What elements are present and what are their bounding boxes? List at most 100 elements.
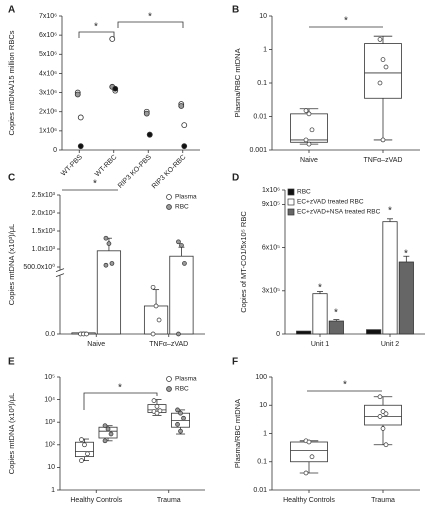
bar [169,255,194,335]
data-point [380,137,386,143]
legend-marker [166,194,172,200]
data-point [175,407,180,413]
data-point [178,428,183,434]
data-point [178,410,183,416]
y-tick-label: 5x10⁶ [39,51,57,58]
data-point [309,127,315,133]
x-tick-label: Healthy Controls [70,497,122,504]
data-point [380,409,386,414]
data-point [309,454,315,460]
x-tick-label: Naive [300,157,318,164]
data-point [103,235,109,241]
x-tick-label: Naive [87,341,105,348]
data-point [377,80,383,86]
legend-label: Plasma [175,194,197,201]
y-tick-label: 0.001 [249,147,267,154]
panel-label: E [8,357,15,368]
data-point [380,426,386,431]
data-point [84,331,89,337]
y-axis-label: Plasma/RBC mtDNA [233,48,242,117]
bar [398,261,414,335]
x-tick-label: WT-RBC [94,154,118,178]
panel-label: C [8,173,15,184]
y-axis-label: Copies mtDNA (x10³)/μL [7,393,16,474]
data-point [181,415,186,421]
data-point [109,261,115,266]
x-tick-label: TNFα–zVAD [149,341,188,348]
y-tick-label: 1.5x10³ [32,228,56,235]
bracket [83,392,158,410]
y-tick-label: 0 [53,147,57,154]
data-point [377,394,383,400]
y-tick-label: 1 [51,487,55,494]
y-tick-label: 0.1 [257,80,267,87]
significance: * [404,249,408,260]
data-point [77,114,84,121]
x-tick-label: Trauma [157,497,181,504]
data-point [303,137,309,143]
data-point [178,103,185,109]
box [364,43,402,99]
data-point [383,411,389,417]
data-point [179,243,184,248]
x-tick-label: RIP3 KO-PBS [117,154,153,190]
axis-break [55,273,65,277]
data-point [109,36,116,42]
bar [296,330,312,335]
significance: * [388,206,392,217]
data-point [105,426,111,432]
legend-marker [287,198,295,206]
data-point [176,331,181,337]
x-tick-label: WT-PBS [60,154,84,178]
data-point [77,143,84,150]
x-tick-label: Trauma [371,497,395,504]
data-point [181,143,188,150]
legend-marker [166,376,172,382]
data-point [103,262,109,268]
data-point [153,303,159,309]
data-point [303,470,309,476]
y-tick-label: 10⁵ [44,374,55,381]
data-point [176,239,181,245]
y-tick-label: 6x10⁵ [262,244,280,251]
legend-label: EC+zVAD treated RBC [297,199,364,206]
y-axis-label: Copies mtDNA (x10³)/μL [7,224,16,305]
legend-marker [287,188,295,196]
y-tick-label: 2x10⁶ [39,109,57,116]
bar [328,320,344,335]
data-point [306,111,312,117]
x-tick-label: Unit 1 [311,341,329,348]
bar [382,221,398,335]
y-tick-label: 0.1 [257,459,267,466]
legend-label: RBC [175,386,189,393]
data-point [383,442,389,448]
y-tick-label: 9x10⁵ [262,201,280,208]
y-tick-label: 1x10⁶ [39,128,57,135]
significance: * [148,12,152,23]
panel-label: D [232,173,239,184]
panel-label: B [232,5,239,16]
y-tick-label: 0.0 [45,331,55,338]
data-point [146,131,153,138]
y-tick-label: 3x10⁶ [39,89,57,96]
legend-marker [287,208,295,216]
x-tick-label: RIP3 KO-RBC [151,154,188,191]
y-tick-label: 1x10⁶ [262,187,280,194]
y-tick-label: 6x10⁶ [39,32,57,39]
y-tick-label: 10 [259,13,267,20]
legend-marker [166,204,172,210]
box [290,113,328,143]
legend-label: EC+zVAD+NSA treated RBC [297,209,381,216]
significance: * [93,179,97,190]
data-point [175,422,180,427]
y-tick-label: 10 [259,402,267,409]
significance: * [318,283,322,294]
data-point [79,458,84,463]
data-point [108,431,114,437]
data-point [85,451,90,457]
data-point [102,438,108,444]
significance: * [343,380,347,391]
y-tick-label: 7x10⁶ [39,13,57,20]
bar [96,250,122,335]
